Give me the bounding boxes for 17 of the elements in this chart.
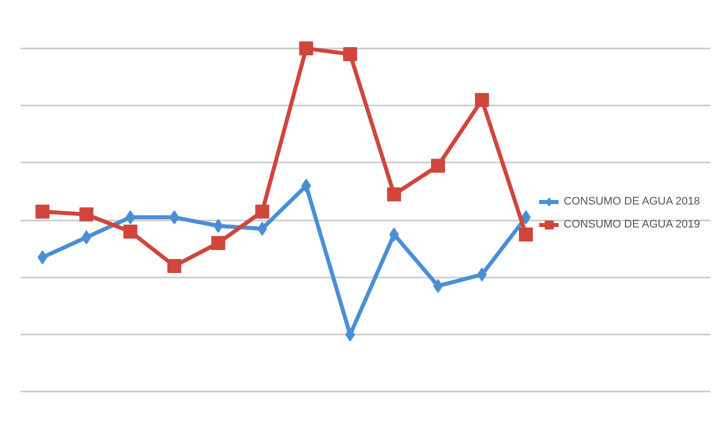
point — [123, 224, 138, 239]
legend-label: CONSUMO DE AGUA 2018 — [564, 195, 700, 207]
point — [167, 258, 182, 273]
point — [79, 207, 94, 222]
point — [211, 236, 226, 250]
point — [257, 222, 268, 236]
point — [255, 204, 270, 219]
point — [299, 41, 314, 56]
legend-label: CONSUMO DE AGUA 2019 — [564, 218, 700, 230]
point — [213, 218, 224, 233]
point — [35, 204, 50, 219]
point — [343, 47, 358, 62]
point — [474, 92, 489, 107]
point — [387, 187, 402, 202]
point — [518, 227, 533, 242]
point — [169, 210, 180, 224]
point — [431, 158, 446, 173]
